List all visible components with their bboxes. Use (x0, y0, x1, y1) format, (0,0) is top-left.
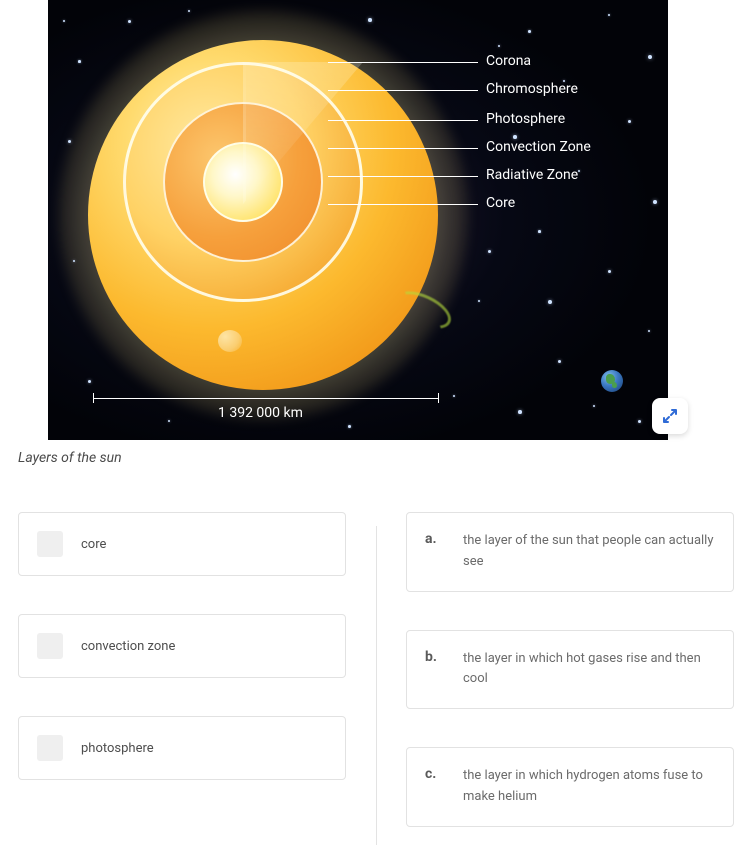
star-icon (648, 330, 650, 332)
term-label: photosphere (81, 741, 154, 756)
definition-card[interactable]: a. the layer of the sun that people can a… (406, 512, 734, 592)
definition-card[interactable]: b. the layer in which hot gases rise and … (406, 630, 734, 710)
star-icon (653, 200, 657, 204)
terms-column: core convection zone photosphere (18, 512, 346, 827)
definition-text: the layer in which hydrogen atoms fuse t… (463, 766, 715, 808)
star-icon (188, 10, 190, 12)
term-label: convection zone (81, 639, 175, 654)
star-icon (478, 300, 480, 302)
layer-label: Radiative Zone (486, 167, 578, 183)
star-icon (453, 395, 455, 397)
star-icon (368, 18, 372, 22)
sun-layers-diagram: 1 392 000 km Corona Chromosphere Photosphe… (48, 0, 668, 440)
layer-label: Core (486, 195, 515, 211)
star-icon (528, 30, 531, 33)
star-icon (548, 300, 552, 304)
leader-line (328, 62, 478, 63)
star-icon (168, 420, 170, 422)
star-icon (498, 45, 500, 47)
star-icon (578, 170, 580, 172)
star-icon (628, 120, 631, 123)
term-dropzone[interactable] (37, 633, 63, 659)
star-icon (518, 410, 522, 414)
earth-icon (601, 370, 623, 392)
leader-line (328, 90, 478, 91)
star-icon (608, 270, 611, 273)
star-icon (68, 140, 71, 143)
term-dropzone[interactable] (37, 735, 63, 761)
matching-exercise: core convection zone photosphere a. the lay… (0, 466, 752, 845)
star-icon (648, 55, 652, 59)
leader-line (328, 176, 478, 177)
term-card[interactable]: convection zone (18, 614, 346, 678)
star-icon (593, 405, 595, 407)
definition-letter: b. (425, 649, 441, 691)
star-icon (538, 230, 541, 233)
term-card[interactable]: core (18, 512, 346, 576)
definition-text: the layer in which hot gases rise and th… (463, 649, 715, 691)
expand-icon (662, 408, 678, 424)
sunspot-icon (218, 330, 242, 352)
scale-tick-right (438, 393, 439, 403)
star-icon (348, 425, 351, 428)
layer-label: Corona (486, 53, 531, 69)
sun-illustration (88, 40, 438, 390)
definitions-column: a. the layer of the sun that people can a… (406, 512, 734, 827)
term-dropzone[interactable] (37, 531, 63, 557)
diagram-caption: Layers of the sun (18, 450, 752, 466)
star-icon (78, 60, 81, 63)
scale-tick-left (93, 393, 94, 403)
star-icon (488, 250, 491, 253)
scale-label: 1 392 000 km (218, 405, 303, 421)
star-icon (63, 20, 65, 22)
star-icon (128, 20, 131, 23)
definition-letter: a. (425, 531, 441, 573)
definition-text: the layer of the sun that people can act… (463, 531, 715, 573)
star-icon (638, 420, 641, 423)
definition-card[interactable]: c. the layer in which hydrogen atoms fuse… (406, 747, 734, 827)
layer-label: Convection Zone (486, 139, 591, 155)
layer-label: Chromosphere (486, 81, 578, 97)
star-icon (558, 360, 561, 363)
column-divider (376, 526, 377, 845)
scale-bar (93, 398, 438, 399)
star-icon (608, 14, 610, 16)
leader-line (328, 148, 478, 149)
term-label: core (81, 537, 106, 552)
definition-letter: c. (425, 766, 441, 808)
leader-line (328, 120, 478, 121)
leader-line (328, 204, 478, 205)
term-card[interactable]: photosphere (18, 716, 346, 780)
expand-button[interactable] (652, 398, 688, 434)
layer-label: Photosphere (486, 111, 565, 127)
